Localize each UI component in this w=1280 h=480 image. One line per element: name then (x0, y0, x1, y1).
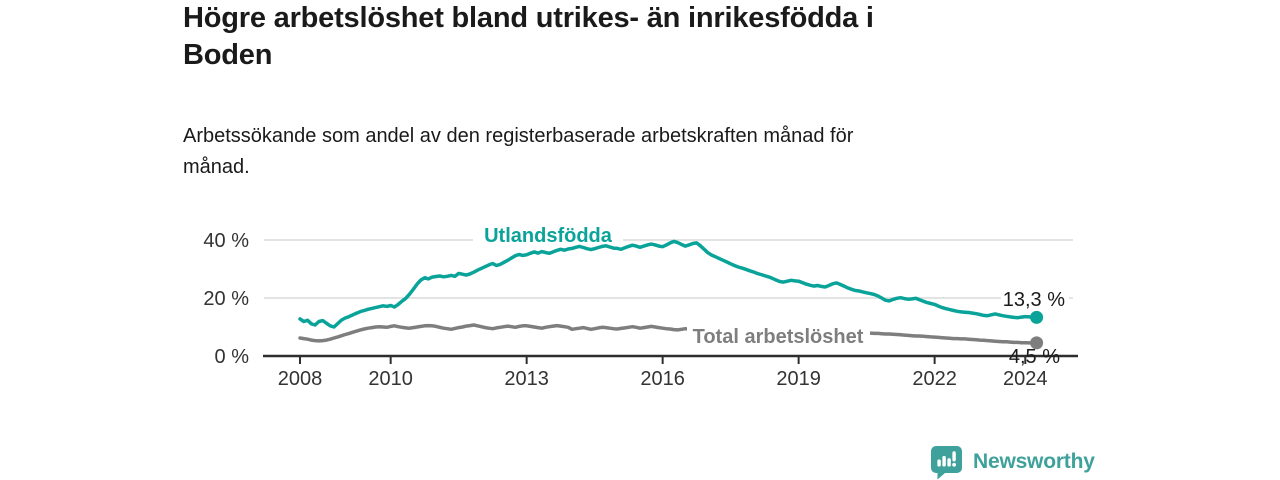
x-tick-label: 2022 (912, 368, 957, 390)
x-tick-label: 2019 (776, 368, 821, 390)
page-title: Högre arbetslöshet bland utrikes- än inr… (183, 0, 1083, 74)
y-tick-label: 0 % (215, 346, 250, 368)
bar-1 (937, 459, 941, 466)
exclamation-dot (952, 462, 956, 467)
x-tick-label: 2013 (504, 368, 549, 390)
chart-subtitle-line-2: månad. (183, 156, 250, 178)
bar-2 (942, 455, 946, 466)
label-mask (473, 225, 623, 245)
series-label-total-arbetsloshet: Total arbetslöshet (693, 326, 864, 348)
y-tick-label: 40 % (203, 230, 249, 252)
chart-subtitle: Arbetssökande som andel av den registerb… (183, 121, 1103, 183)
exclamation-bar (952, 450, 956, 461)
series-label-utlandsfodda: Utlandsfödda (484, 225, 613, 247)
x-tick-label: 2016 (640, 368, 685, 390)
page-title-line-2: Boden (183, 39, 273, 71)
end-value-label-total-arbetsloshet: 4,5 % (1009, 346, 1060, 368)
end-value-label-utlandsfodda: 13,3 % (1003, 289, 1065, 311)
label-mask (1001, 289, 1069, 306)
newsworthy-logo-icon (931, 445, 962, 479)
x-tick-label: 2024 (1003, 368, 1048, 390)
series-line-total-arbetsloshet (298, 323, 1039, 345)
page-title-line-1: Högre arbetslöshet bland utrikes- än inr… (183, 2, 874, 34)
y-tick-label: 20 % (203, 288, 249, 310)
speech-bubble-shape (931, 445, 962, 479)
brand-name[interactable]: Newsworthy (973, 450, 1095, 473)
x-tick-label: 2008 (278, 368, 323, 390)
brand-footer[interactable]: Newsworthy (930, 444, 1095, 480)
bar-3 (947, 457, 951, 466)
label-mask (687, 325, 870, 348)
x-tick-label: 2010 (368, 368, 413, 390)
series-line-utlandsfodda (298, 239, 1039, 329)
series-end-dot-utlandsfodda (1030, 310, 1044, 324)
series-end-dot-total-arbetsloshet (1030, 336, 1044, 350)
chart-subtitle-line-1: Arbetssökande som andel av den registerb… (183, 125, 854, 147)
